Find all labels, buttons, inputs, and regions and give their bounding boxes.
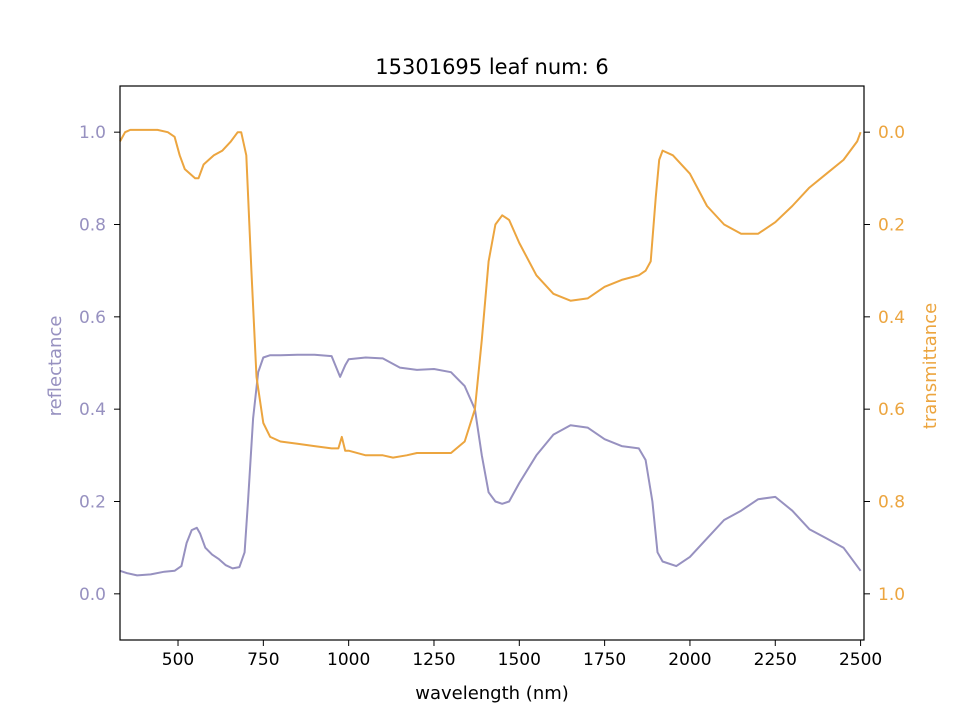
x-tick-label: 1000 xyxy=(327,650,370,670)
x-axis-label: wavelength (nm) xyxy=(415,683,569,704)
series-transmittance-line xyxy=(119,128,862,459)
x-tick-label: 1500 xyxy=(498,650,541,670)
right-y-tick-label: 0.2 xyxy=(878,216,905,236)
x-axis-ticks: 500 750 1000 1250 1500 1750 2000 2250 2500 xyxy=(162,640,882,670)
series-reflectance-line xyxy=(119,353,862,577)
left-y-tick-label: 0.4 xyxy=(79,400,106,420)
right-y-tick-label: 0.4 xyxy=(878,308,905,328)
x-tick-label: 500 xyxy=(162,650,194,670)
right-y-tick-label: 0.0 xyxy=(878,123,905,143)
x-tick-label: 2250 xyxy=(754,650,797,670)
x-tick-label: 750 xyxy=(247,650,279,670)
left-y-axis-ticks: 0.0 0.2 0.4 0.6 0.8 1.0 xyxy=(79,123,120,605)
left-y-axis-label: reflectance xyxy=(45,316,66,417)
x-tick-label: 1250 xyxy=(412,650,455,670)
plot-frame xyxy=(119,85,865,641)
x-tick-label: 2000 xyxy=(668,650,711,670)
left-y-tick-label: 0.8 xyxy=(79,216,106,236)
right-y-axis-label: transmittance xyxy=(920,303,941,429)
chart-title: 15301695 leaf num: 6 xyxy=(375,55,608,79)
x-tick-label: 2500 xyxy=(839,650,882,670)
right-y-tick-label: 1.0 xyxy=(878,585,905,605)
left-y-tick-label: 1.0 xyxy=(79,123,106,143)
x-tick-label: 1750 xyxy=(583,650,626,670)
right-y-tick-label: 0.6 xyxy=(878,400,905,420)
left-y-tick-label: 0.2 xyxy=(79,493,106,513)
right-y-tick-label: 0.8 xyxy=(878,493,905,513)
left-y-tick-label: 0.0 xyxy=(79,585,106,605)
left-y-tick-label: 0.6 xyxy=(79,308,106,328)
right-y-axis-ticks: 0.0 0.2 0.4 0.6 0.8 1.0 xyxy=(864,123,905,605)
